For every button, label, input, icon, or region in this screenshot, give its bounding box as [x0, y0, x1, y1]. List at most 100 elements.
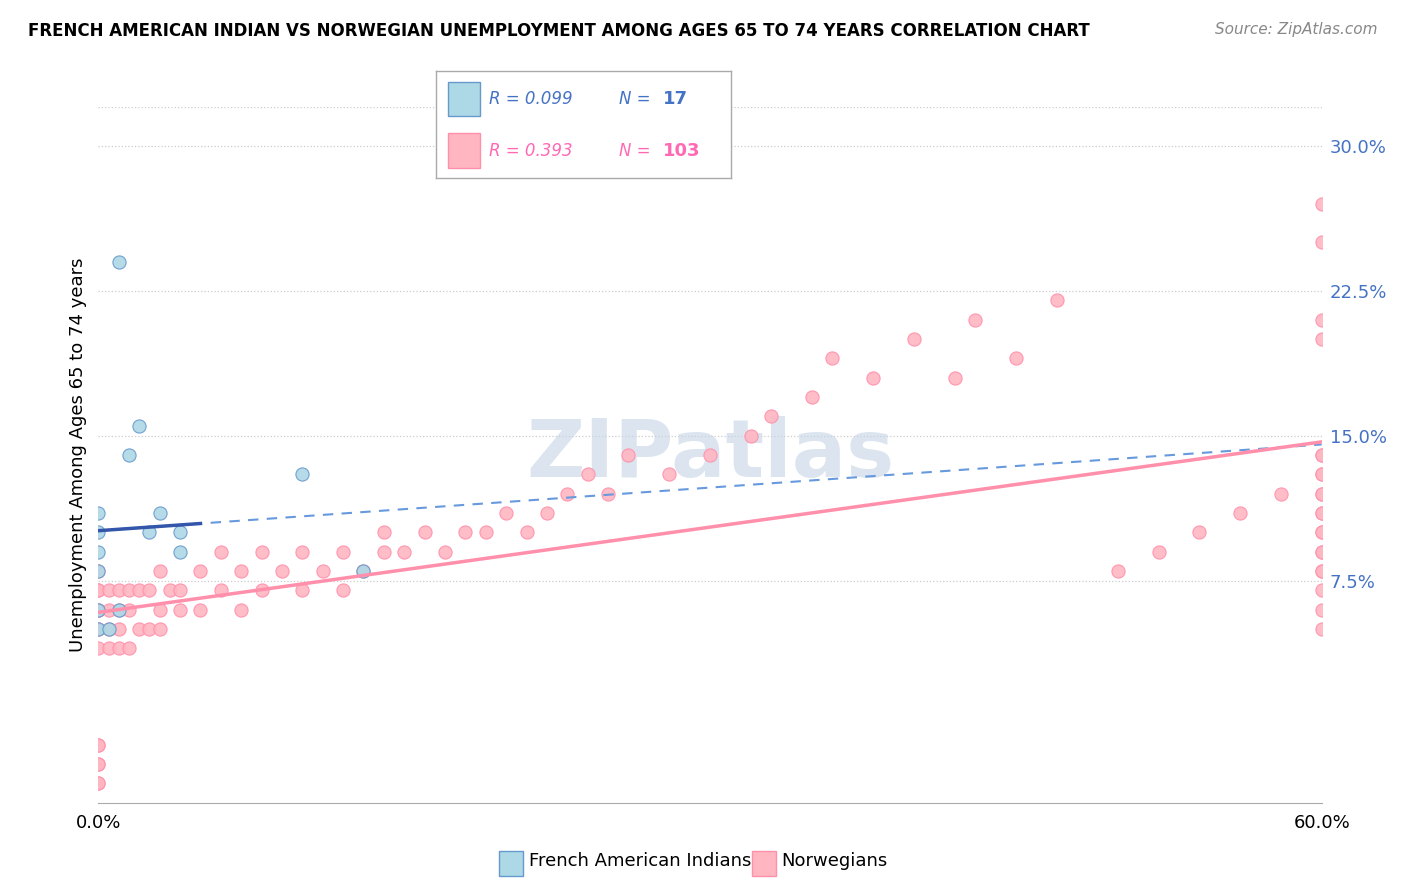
Point — [1310, 448, 1333, 462]
Point — [108, 622, 131, 636]
Point — [373, 544, 395, 558]
Text: 103: 103 — [664, 142, 700, 160]
Point — [943, 370, 966, 384]
Point — [118, 583, 141, 598]
Point — [392, 544, 416, 558]
Point — [536, 506, 558, 520]
Point — [87, 641, 110, 656]
Point — [1310, 467, 1333, 482]
Point — [87, 757, 110, 772]
Point — [118, 602, 141, 616]
Text: ZIPatlas: ZIPatlas — [526, 416, 894, 494]
Point — [118, 448, 141, 462]
Point — [209, 544, 232, 558]
Point — [128, 583, 150, 598]
Point — [821, 351, 844, 366]
Text: N =: N = — [619, 90, 655, 108]
Point — [1310, 564, 1333, 578]
Text: Source: ZipAtlas.com: Source: ZipAtlas.com — [1215, 22, 1378, 37]
Point — [149, 564, 172, 578]
Point — [801, 390, 824, 404]
Text: French American Indians: French American Indians — [529, 852, 751, 870]
Point — [250, 544, 273, 558]
Point — [516, 525, 538, 540]
Point — [1310, 467, 1333, 482]
Point — [1310, 506, 1333, 520]
Text: FRENCH AMERICAN INDIAN VS NORWEGIAN UNEMPLOYMENT AMONG AGES 65 TO 74 YEARS CORRE: FRENCH AMERICAN INDIAN VS NORWEGIAN UNEM… — [28, 22, 1090, 40]
Point — [188, 564, 212, 578]
Point — [87, 602, 110, 616]
Point — [87, 525, 110, 540]
Point — [1310, 312, 1333, 326]
Point — [97, 583, 120, 598]
Point — [1310, 525, 1333, 540]
Point — [159, 583, 181, 598]
Point — [138, 622, 160, 636]
Point — [87, 622, 110, 636]
Point — [97, 622, 120, 636]
Point — [87, 602, 110, 616]
Point — [149, 622, 172, 636]
Point — [312, 564, 335, 578]
Point — [761, 409, 783, 424]
Point — [128, 622, 150, 636]
Point — [413, 525, 436, 540]
FancyBboxPatch shape — [447, 82, 481, 116]
Text: R = 0.393: R = 0.393 — [489, 142, 572, 160]
Text: Norwegians: Norwegians — [782, 852, 889, 870]
Point — [149, 602, 172, 616]
Point — [87, 564, 110, 578]
Point — [97, 622, 120, 636]
Point — [188, 602, 212, 616]
Point — [97, 602, 120, 616]
Point — [169, 602, 191, 616]
Point — [1188, 525, 1211, 540]
Point — [1310, 196, 1333, 211]
Point — [149, 506, 172, 520]
Point — [576, 467, 599, 482]
Point — [87, 583, 110, 598]
Point — [291, 583, 314, 598]
Point — [108, 583, 131, 598]
Point — [1310, 235, 1333, 250]
Point — [87, 544, 110, 558]
Point — [291, 544, 314, 558]
Point — [87, 738, 110, 752]
Point — [209, 583, 232, 598]
Point — [87, 776, 110, 790]
Point — [1107, 564, 1129, 578]
Point — [87, 583, 110, 598]
Point — [87, 602, 110, 616]
Point — [1270, 486, 1292, 500]
Point — [903, 332, 925, 346]
Point — [352, 564, 374, 578]
Point — [1004, 351, 1026, 366]
Point — [454, 525, 477, 540]
Point — [87, 506, 110, 520]
Point — [1310, 506, 1333, 520]
Point — [108, 602, 131, 616]
Point — [138, 525, 160, 540]
Point — [108, 254, 131, 268]
Point — [617, 448, 640, 462]
Point — [1310, 525, 1333, 540]
Point — [250, 583, 273, 598]
Point — [1310, 583, 1333, 598]
Point — [169, 525, 191, 540]
Point — [270, 564, 294, 578]
Point — [87, 622, 110, 636]
Point — [862, 370, 884, 384]
Point — [1310, 544, 1333, 558]
Point — [1310, 486, 1333, 500]
Y-axis label: Unemployment Among Ages 65 to 74 years: Unemployment Among Ages 65 to 74 years — [69, 258, 87, 652]
Point — [1310, 544, 1333, 558]
Text: N =: N = — [619, 142, 655, 160]
Point — [87, 564, 110, 578]
Point — [138, 583, 160, 598]
Point — [1045, 293, 1069, 308]
FancyBboxPatch shape — [447, 134, 481, 168]
Point — [373, 525, 395, 540]
Point — [332, 544, 354, 558]
Point — [1310, 486, 1333, 500]
Point — [598, 486, 620, 500]
